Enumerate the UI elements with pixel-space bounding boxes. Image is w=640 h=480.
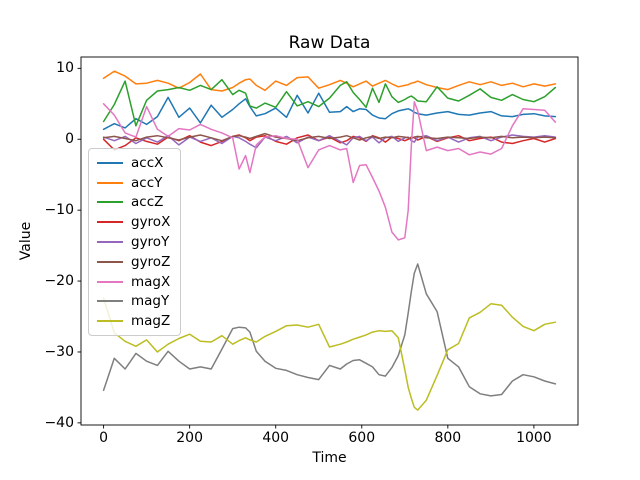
legend-line-sample (97, 280, 123, 283)
legend: accX accY accZ gyroX gyroY gyroZ magX magY magZ (88, 148, 182, 337)
y-tick-label: 10 (56, 60, 74, 77)
series-line-magY (102, 263, 557, 397)
legend-item-magX: magX (97, 272, 170, 292)
x-tick-label: 400 (262, 430, 290, 446)
y-axis-label: Value (18, 221, 34, 261)
series-line-gyroZ (102, 132, 557, 142)
series-line-accX (102, 92, 557, 131)
legend-line-sample (97, 241, 123, 244)
x-axis-label: Time (312, 450, 347, 466)
y-tick-label: −30 (44, 343, 74, 360)
chart-title: Raw Data (288, 33, 371, 53)
legend-label: gyroY (131, 234, 170, 251)
legend-label: gyroX (131, 214, 171, 231)
x-tick-label: 800 (434, 430, 462, 446)
legend-label: magY (131, 293, 170, 310)
legend-item-accY: accY (97, 173, 170, 193)
legend-item-accX: accX (97, 153, 170, 173)
legend-label: gyroZ (131, 253, 171, 270)
legend-label: accZ (131, 194, 164, 211)
legend-line-sample (97, 320, 123, 323)
plot-border (80, 56, 579, 426)
legend-label: magZ (131, 313, 171, 330)
y-tick-label: −10 (44, 202, 74, 219)
y-tick-label: −20 (44, 273, 74, 290)
y-tick-label: −40 (44, 414, 74, 431)
legend-line-sample (97, 201, 123, 204)
x-tick-label: 200 (176, 430, 203, 446)
legend-label: accX (131, 154, 164, 171)
series-line-gyroY (102, 134, 557, 149)
legend-line-sample (97, 161, 123, 164)
legend-line-sample (97, 260, 123, 263)
y-tick-label: 0 (65, 131, 74, 148)
legend-line-sample (97, 221, 123, 224)
x-tick-label: 1000 (516, 430, 552, 446)
legend-label: accY (131, 174, 163, 191)
x-tick-label: 600 (348, 430, 376, 446)
series-line-accY (102, 70, 557, 92)
legend-label: magX (131, 273, 171, 290)
legend-item-gyroX: gyroX (97, 212, 170, 232)
x-tick-label: 0 (99, 430, 109, 446)
legend-item-magY: magY (97, 292, 170, 312)
legend-item-gyroY: gyroY (97, 232, 170, 252)
legend-line-sample (97, 300, 123, 303)
series-line-accZ (102, 78, 557, 127)
series-line-magX (102, 100, 557, 241)
legend-item-accZ: accZ (97, 193, 170, 213)
series-line-magZ (102, 297, 557, 411)
legend-item-gyroZ: gyroZ (97, 252, 170, 272)
legend-line-sample (97, 181, 123, 184)
legend-item-magZ: magZ (97, 311, 170, 331)
